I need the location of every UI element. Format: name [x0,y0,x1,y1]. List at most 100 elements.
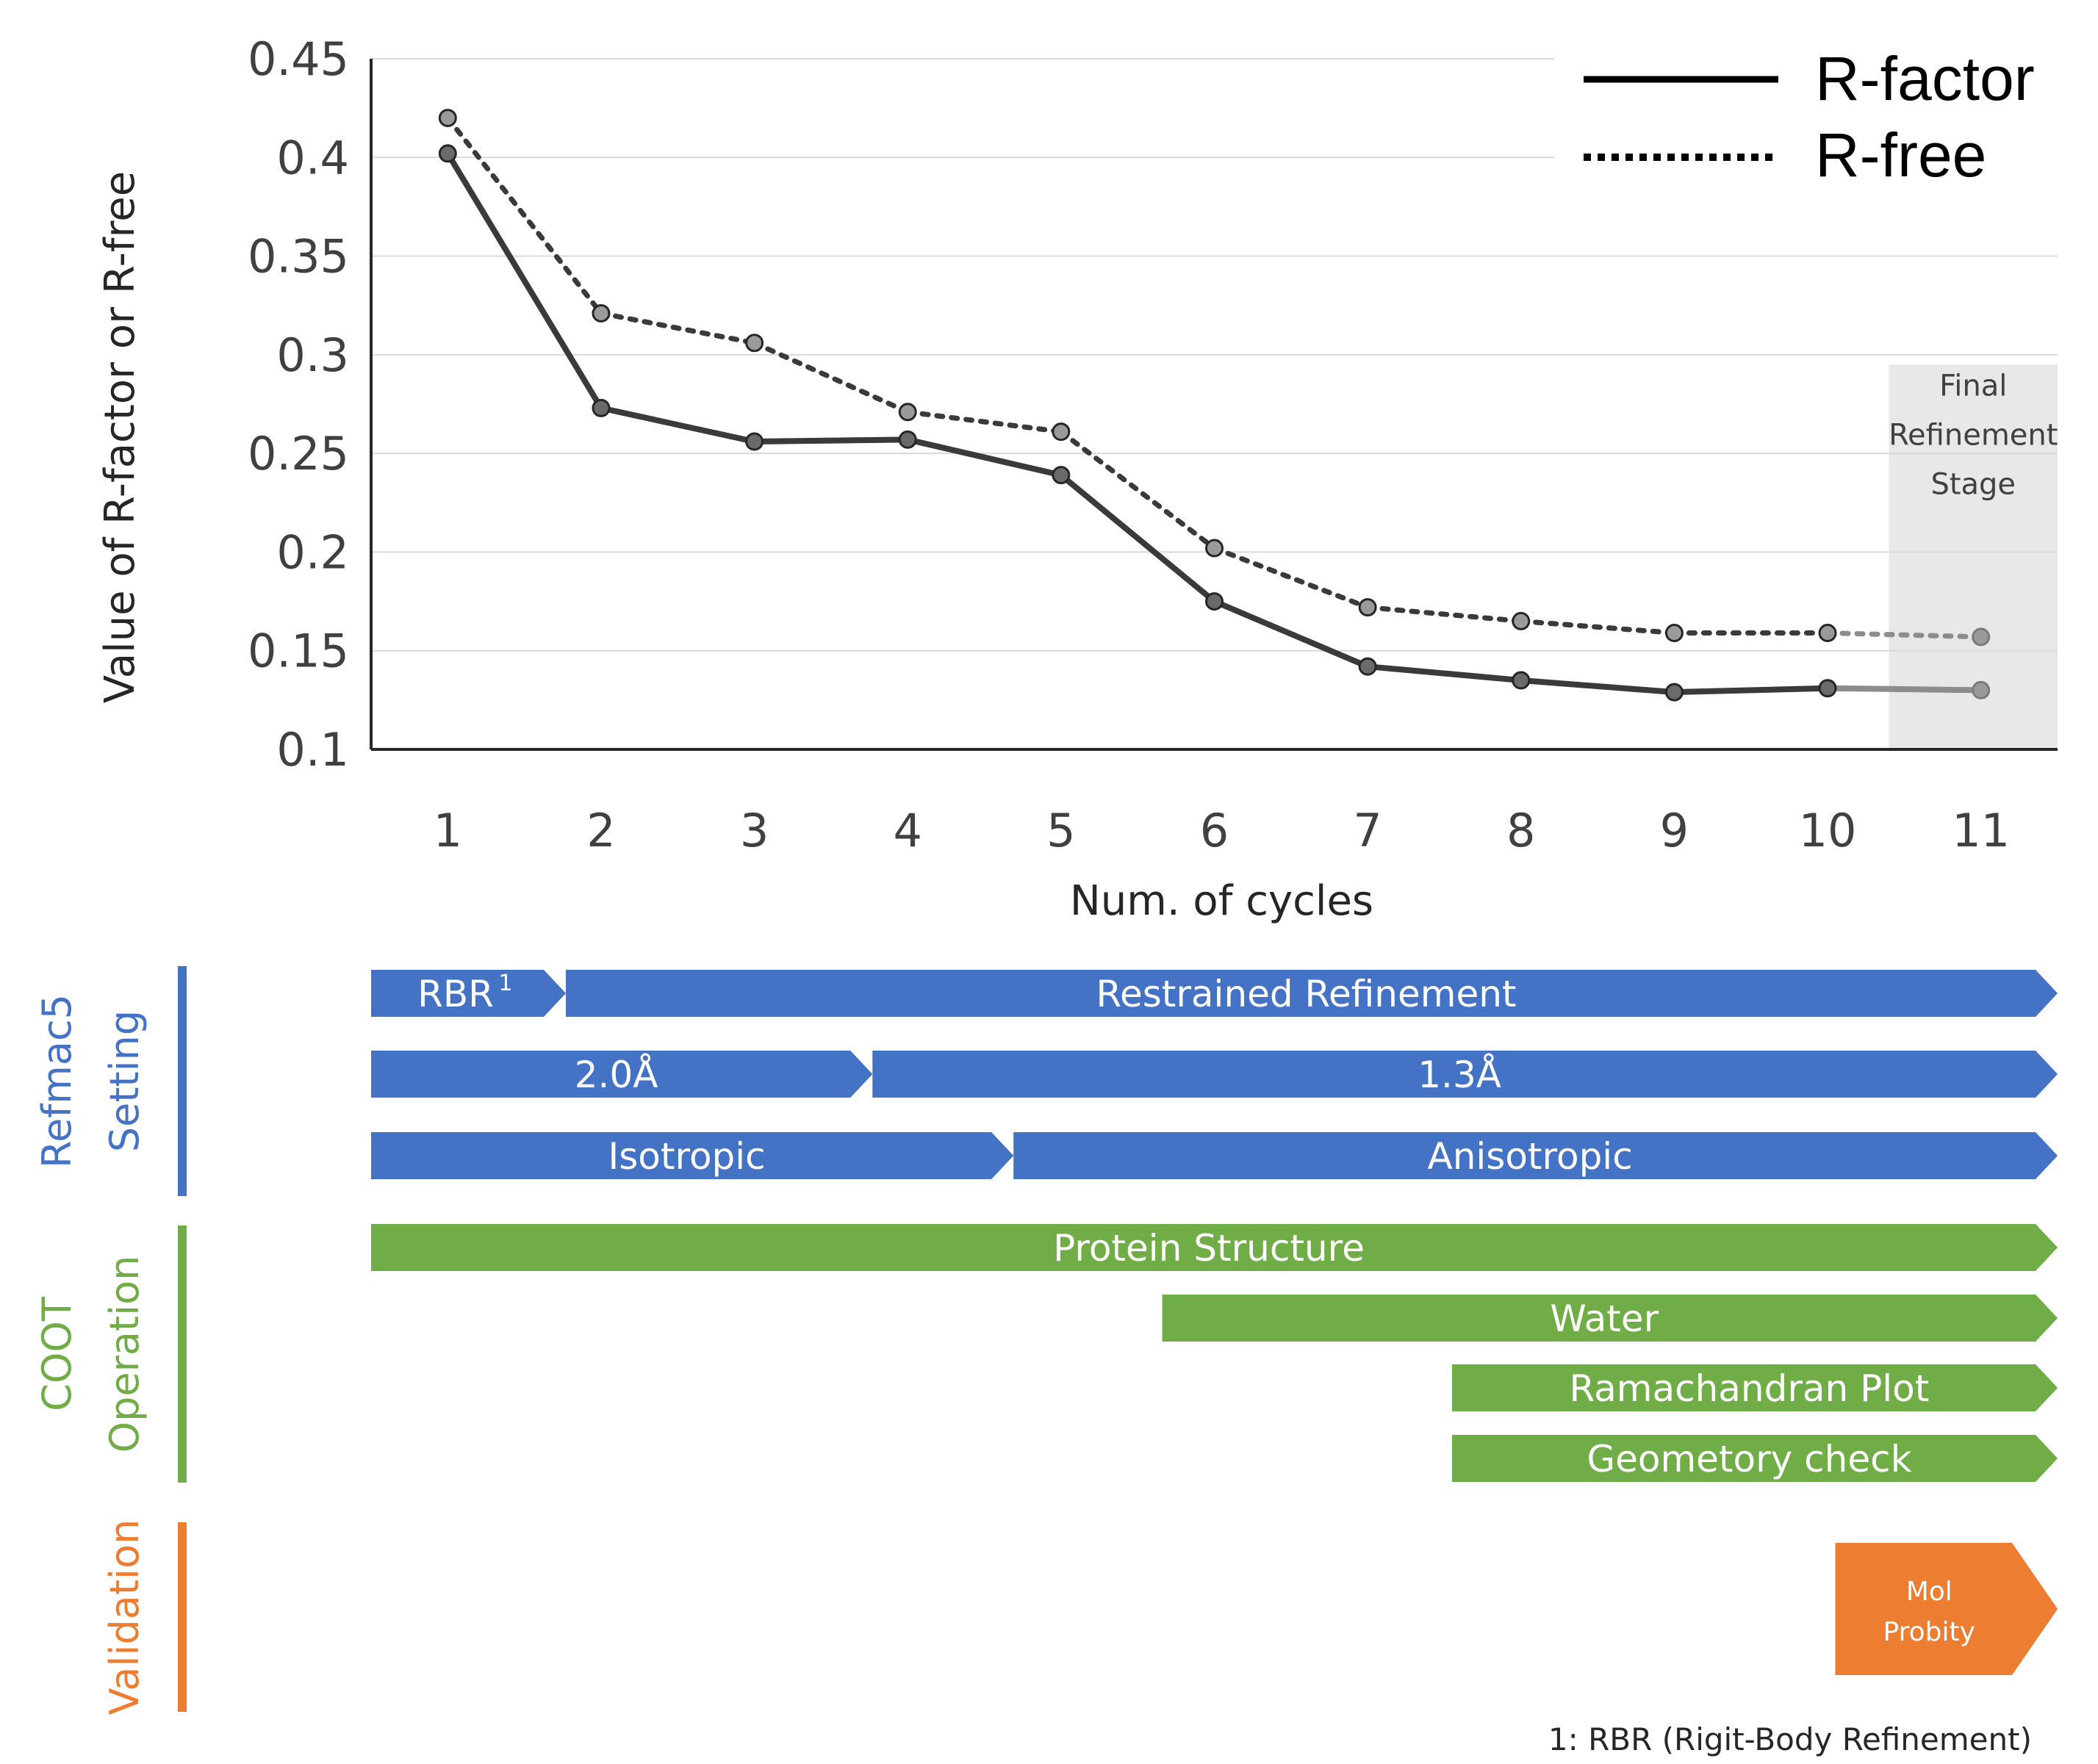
y-tick-label: 0.15 [248,624,349,678]
r-free-point [1052,422,1071,442]
x-axis-title: Num. of cycles [1070,877,1373,925]
r-factor-segment [445,150,604,411]
legend-label-r-free: R-free [1815,120,1986,190]
r-free-point [1358,598,1377,617]
r-factor-segment [751,436,911,445]
r-free-segment [1518,618,1677,636]
legend-label-r-factor: R-factor [1815,44,2035,113]
lane-label-line: Operation [101,1256,148,1453]
chart-labels: 0.45 0.4 0.35 0.3 0.25 0.2 0.15 0.1 1 2 3 4 5 6 7 8 9 10 1… [96,32,2010,925]
r-factor-point [1358,657,1377,676]
x-tick-label: 2 [586,804,615,857]
r-free-point [1972,627,1991,647]
r-factor-segment [1517,677,1678,696]
r-factor-segment [1671,685,1831,696]
y-axis-title: Value of R-factor or R-free [96,171,144,703]
r-free-point [592,303,611,323]
timeline-bar-superscript: 1 [498,971,512,996]
timeline-bar-label-line: Probity [1883,1617,1975,1647]
x-tick-label: 1 [434,804,462,857]
legend: R-factor R-free [1554,44,2069,206]
r-free-point [1818,624,1837,643]
band-label-line: Final [1939,369,2007,403]
r-free-segment [445,115,604,316]
r-free-point [1512,611,1531,630]
r-free-segment [1365,605,1524,624]
x-tick-label: 4 [894,804,922,857]
x-tick-label: 3 [740,804,769,857]
y-tick-label: 0.35 [248,230,349,284]
x-tick-label: 7 [1353,804,1382,857]
lane-label-line: Validation [101,1519,148,1716]
band-label-line: Refinement [1889,418,2058,452]
r-factor-segment [597,405,758,445]
r-free-segment [1058,429,1217,551]
timeline-bar-label: Anisotropic [1427,1135,1632,1178]
y-tick-label: 0.3 [276,328,349,382]
y-tick-label: 0.25 [248,427,349,480]
r-factor-segment [1211,598,1371,670]
r-free-segment [1212,545,1370,611]
timeline-bar-label: Water [1550,1297,1659,1340]
timeline: Refmac5 Setting COOT Operation Validation RBR… [34,966,2058,1757]
y-tick-label: 0.2 [276,525,349,579]
x-tick-label: 8 [1506,804,1535,857]
y-tick-label: 0.1 [276,723,349,777]
x-tick-label: 5 [1046,804,1075,857]
x-tick-label: 6 [1200,804,1229,857]
r-free-point [1205,539,1224,558]
timeline-bar-label: Restrained Refinement [1096,973,1516,1015]
r-factor-point [1052,466,1071,485]
timeline-bar [1451,1435,2058,1482]
r-factor-point [1512,671,1531,690]
r-free-point [438,109,457,128]
x-tick-label: 11 [1952,804,2010,857]
footnote: 1: RBR (Rigit-Body Refinement) [1548,1721,2032,1757]
data-series [438,109,1991,702]
x-tick-label: 10 [1799,804,1857,857]
timeline-bar [1835,1543,2058,1675]
timeline-bar-label: Ramachandran Plot [1569,1367,1929,1410]
r-free-segment [752,340,910,415]
r-factor-point [1818,679,1837,698]
timeline-bar-label: Geometory check [1587,1438,1911,1480]
r-free-point [1664,624,1684,643]
lane-label-line: Refmac5 [34,994,80,1168]
r-factor-point [592,398,611,417]
timeline-bar-label: Isotropic [608,1135,766,1178]
timeline-bar-label: 2.0Å [575,1054,658,1096]
timeline-bar [371,1224,2058,1271]
timeline-bar [371,1051,873,1098]
r-free-point [745,334,764,353]
timeline-bar-label-line: Mol [1906,1577,1952,1607]
r-factor-segment [1825,685,1984,694]
r-factor-point [1664,683,1684,702]
r-free-segment [905,409,1064,435]
x-tick-label: 9 [1660,804,1689,857]
y-tick-label: 0.45 [248,32,349,86]
y-tick-label: 0.4 [276,131,349,184]
timeline-bar [565,970,2058,1017]
r-factor-point [1972,680,1991,699]
r-free-point [898,403,917,422]
timeline-bar [1013,1132,2058,1179]
timeline-bar [872,1051,2058,1098]
r-factor-segment [1057,472,1218,605]
timeline-bar-label: RBR [417,973,494,1015]
lane-label-line: COOT [34,1296,80,1411]
r-factor-point [898,430,917,449]
r-factor-point [1205,592,1224,611]
r-free-segment [1825,630,1984,640]
timeline-bar [1451,1364,2058,1411]
r-factor-point [745,432,764,451]
timeline-bar-label: Protein Structure [1053,1227,1365,1270]
band-label-line: Stage [1930,467,2016,501]
timeline-bar [1162,1295,2058,1342]
r-factor-segment [905,436,1064,478]
timeline-bar-label: 1.3Å [1418,1054,1501,1096]
timeline-bar [371,970,566,1017]
timeline-bar [371,1132,1014,1179]
lane-label-line: Setting [101,1010,148,1152]
r-factor-segment [1365,663,1524,683]
